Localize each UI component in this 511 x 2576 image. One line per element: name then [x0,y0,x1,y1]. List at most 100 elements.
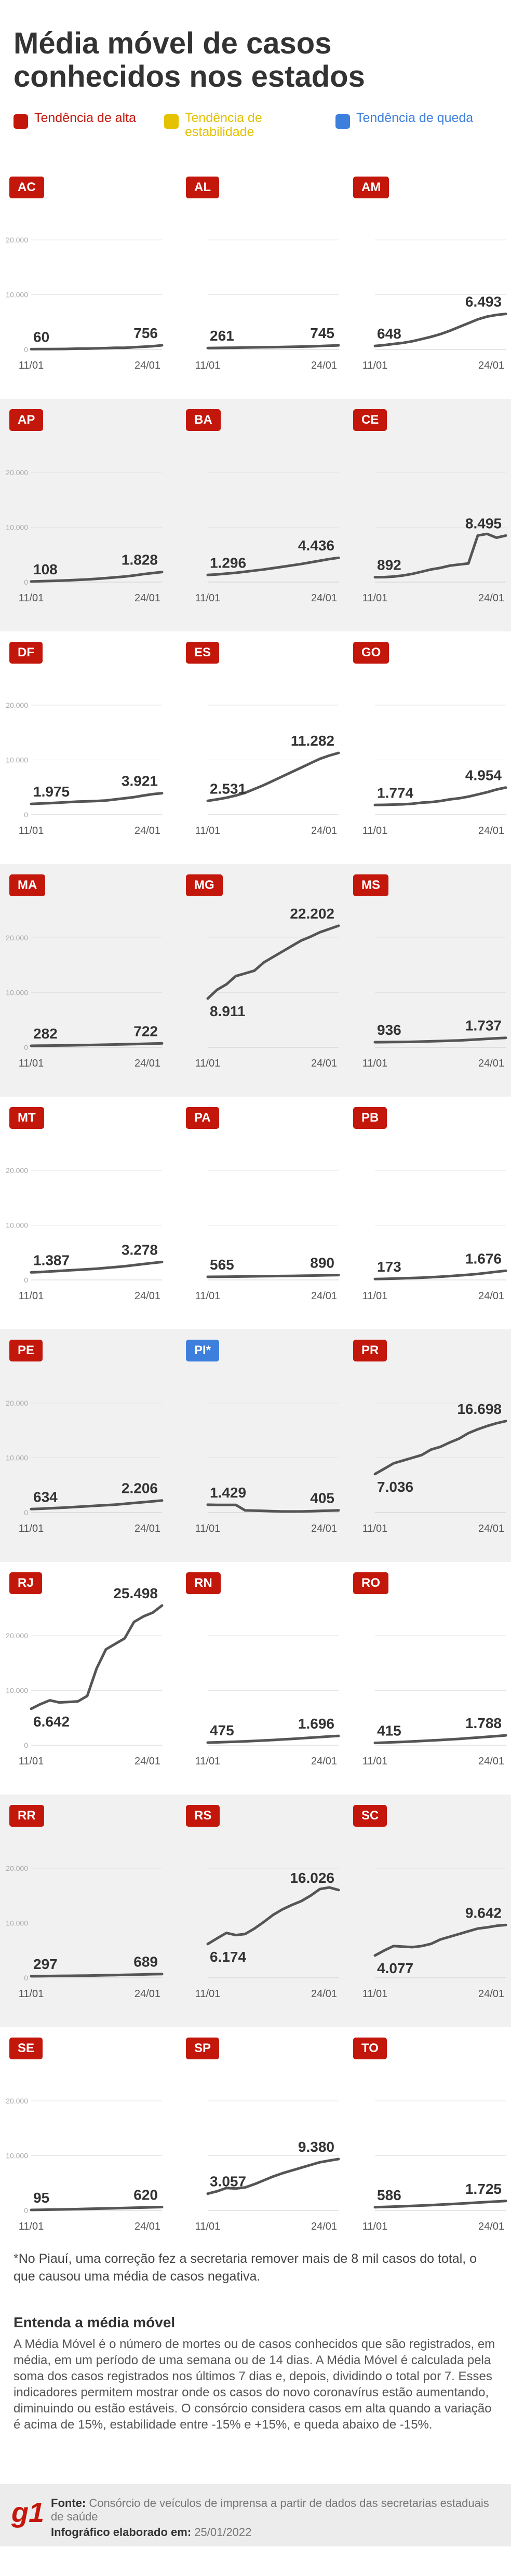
x-tick-label: 11/01 [195,360,221,371]
end-value-label: 9.380 [298,2139,334,2155]
state-chart: 11/01 24/01 586 1.725 [362,2100,507,2232]
state-badge: AL [186,177,219,198]
state-chart: 11/01 24/01 261 745 [195,239,340,371]
x-tick-label: 11/01 [195,1756,221,1767]
x-tick-label: 24/01 [311,360,337,371]
state-badge: DF [9,642,43,664]
series-line [373,1036,507,1044]
start-value-label: 1.429 [210,1485,246,1501]
state-panel: MG 11/01 24/01 8.911 22.202 [186,864,342,1097]
start-value-label: 261 [210,328,234,344]
y-tick-label: 10.000 [6,1919,28,1927]
x-tick-label: 24/01 [311,2221,337,2232]
state-panel: BA 11/01 24/01 1.296 4.436 [186,399,342,631]
y-tick-label: 20.000 [6,1399,28,1407]
end-value-label: 16.026 [290,1870,334,1886]
state-chart: 11/01 24/01 7.036 16.698 [362,1401,507,1534]
x-tick-label: 11/01 [19,360,44,371]
state-panel: MA 0 10.000 20.000 11/01 24/01 282 722 [6,864,165,1097]
end-value-label: 16.698 [457,1401,502,1417]
x-tick-label: 11/01 [19,1290,44,1302]
footnote: *No Piauí, uma correção fez a secretaria… [14,2251,477,2284]
state-badge: RN [186,1572,221,1594]
state-chart: 0 10.000 20.000 11/01 24/01 6.642 25.498 [6,1585,164,1767]
state-badge: MT [9,1107,44,1129]
state-panel: PA 11/01 24/01 565 890 [186,1097,342,1329]
x-tick-label: 24/01 [478,1988,504,2000]
state-badge: RO [353,1572,388,1594]
x-tick-label: 24/01 [478,825,504,837]
state-chart: 11/01 24/01 892 8.495 [362,472,507,604]
series-line [373,1734,507,1745]
end-value-label: 745 [310,325,334,341]
state-badge: SP [186,2038,220,2059]
series-line [206,751,340,802]
state-badge: TO [353,2038,387,2059]
start-value-label: 1.296 [210,555,246,571]
y-tick-label: 10.000 [6,523,28,532]
y-tick-label: 0 [24,1741,28,1749]
state-panel: PB 11/01 24/01 173 1.676 [353,1097,509,1329]
start-value-label: 60 [33,329,49,345]
state-badge: SC [353,1805,387,1827]
start-value-label: 108 [33,561,58,577]
start-value-label: 95 [33,2190,49,2206]
end-value-label: 25.498 [113,1585,158,1601]
x-tick-label: 11/01 [19,1523,44,1534]
series-line [206,1734,340,1744]
chart-row: PE 0 10.000 20.000 11/01 24/01 634 2.206 PI* 11/0… [0,1329,511,1562]
x-tick-label: 11/01 [362,1988,388,2000]
date-label: Infográfico elaborado em: [51,2526,192,2539]
state-badge: AC [9,177,44,198]
state-panel: AP 0 10.000 20.000 11/01 24/01 108 1.828 [6,399,165,631]
x-tick-label: 24/01 [478,2221,504,2232]
end-value-label: 8.495 [465,515,502,531]
y-tick-label: 20.000 [6,1631,28,1640]
x-tick-label: 24/01 [311,825,337,837]
series-line [206,924,340,1000]
y-tick-label: 0 [24,1508,28,1517]
x-tick-label: 11/01 [195,1058,221,1069]
state-chart: 0 10.000 20.000 11/01 24/01 95 620 [6,2097,164,2232]
series-line [30,344,164,350]
series-line [30,1499,164,1510]
end-value-label: 9.642 [465,1905,502,1921]
state-badge: AP [9,409,44,431]
x-tick-label: 24/01 [478,360,504,371]
series-line [30,571,164,583]
x-tick-label: 24/01 [478,1290,504,1302]
start-value-label: 6.642 [33,1714,70,1730]
y-tick-label: 10.000 [6,756,28,764]
end-value-label: 22.202 [290,906,334,922]
end-value-label: 890 [310,1255,334,1271]
source-label: Fonte: [51,2497,86,2510]
chart-row: MT 0 10.000 20.000 11/01 24/01 1.387 3.278 PA 11/… [0,1097,511,1329]
chart-row: RJ 0 10.000 20.000 11/01 24/01 6.642 25.498 RN 11… [0,1562,511,1795]
y-tick-label: 20.000 [6,236,28,244]
x-tick-label: 11/01 [19,825,44,837]
end-value-label: 405 [310,1490,334,1506]
state-chart: 0 10.000 20.000 11/01 24/01 108 1.828 [6,468,164,604]
x-tick-label: 11/01 [362,1756,388,1767]
y-tick-label: 10.000 [6,2152,28,2160]
state-panel: SC 11/01 24/01 4.077 9.642 [353,1795,509,2027]
x-tick-label: 24/01 [135,592,160,604]
end-value-label: 2.206 [122,1480,158,1496]
x-tick-label: 24/01 [311,1523,337,1534]
start-value-label: 3.057 [210,2174,246,2190]
state-panel: GO 11/01 24/01 1.774 4.954 [353,631,509,864]
y-tick-label: 10.000 [6,989,28,997]
x-tick-label: 11/01 [19,1756,44,1767]
legend-label: Tendência de alta [34,111,136,125]
state-badge: PB [353,1107,387,1129]
state-panel: PI* 11/01 24/01 1.429 405 [186,1329,342,1562]
series-line [206,1503,340,1513]
start-value-label: 1.975 [33,784,70,800]
state-chart: 11/01 24/01 6.174 16.026 [195,1868,340,2000]
state-badge: CE [353,409,387,431]
state-panel: RN 11/01 24/01 475 1.696 [186,1562,342,1795]
state-badge: PI* [186,1340,220,1361]
state-chart: 11/01 24/01 2.531 11.282 [195,705,340,837]
y-tick-label: 0 [24,578,28,586]
state-chart: 11/01 24/01 8.911 22.202 [195,906,340,1069]
